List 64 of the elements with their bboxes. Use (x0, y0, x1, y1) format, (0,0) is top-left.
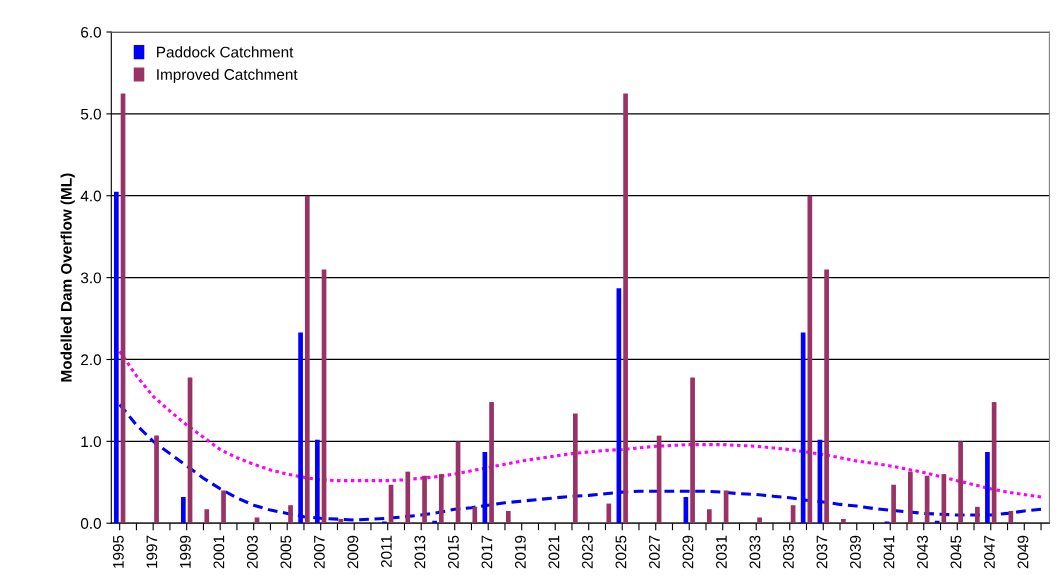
x-tick-label: 1997 (146, 535, 158, 568)
x-tick-label: 1999 (179, 535, 191, 568)
line-series (118, 349, 1043, 499)
x-tick-label: 1995 (112, 535, 124, 568)
bar (606, 503, 612, 524)
bar (422, 475, 427, 524)
x-tick-label: 2003 (246, 535, 258, 569)
bar (824, 269, 829, 524)
x-tick-label: 2029 (682, 535, 694, 569)
x-tick-label: 2035 (783, 535, 794, 569)
bar (489, 402, 494, 524)
bar (204, 509, 210, 524)
x-tick-label: 2023 (582, 535, 593, 569)
x-tick-label: 2031 (716, 535, 727, 569)
bar (757, 517, 762, 524)
bar (572, 413, 578, 524)
legend-label: Improved Catchment (157, 68, 298, 83)
x-tick-label: 2005 (280, 535, 292, 569)
bar (154, 435, 159, 524)
y-tick-label: 1.0 (81, 436, 101, 448)
bar (438, 474, 444, 524)
x-tick-label: 2033 (749, 535, 761, 569)
x-tick-label: 2021 (548, 535, 560, 569)
bar (288, 505, 293, 524)
bar (304, 195, 310, 524)
x-tick-label: 2025 (615, 535, 627, 569)
bar (891, 484, 896, 524)
bar (338, 519, 344, 524)
bar (841, 519, 846, 524)
x-tick-label: 2001 (213, 535, 225, 569)
bar (975, 506, 980, 524)
bar (221, 490, 226, 524)
y-axis-title: Modelled Dam Overflow (ML) (60, 173, 75, 382)
x-tick-label: 2039 (850, 535, 861, 569)
bar (472, 506, 478, 524)
y-tick-label: 5.0 (80, 108, 101, 120)
y-tick-label: 6.0 (81, 26, 101, 38)
x-tick-label: 2011 (380, 535, 392, 568)
legend-label: Paddock Catchment (157, 46, 294, 58)
bar (505, 510, 511, 524)
y-tick-label: 3.0 (80, 272, 101, 284)
y-tick-label: 2.0 (81, 354, 101, 366)
x-tick-label: 2017 (481, 535, 493, 569)
x-tick-label: 2041 (883, 535, 895, 569)
x-tick-label: 2013 (414, 535, 426, 569)
x-tick-label: 2009 (347, 535, 359, 569)
x-tick-label: 2049 (1017, 535, 1029, 569)
x-tick-label: 2045 (950, 535, 962, 569)
bar (706, 509, 712, 524)
bar (623, 93, 628, 524)
bar (180, 497, 186, 524)
x-tick-label: 2037 (816, 535, 828, 569)
x-tick-label: 2027 (649, 535, 660, 569)
bar (908, 471, 913, 524)
bar (690, 377, 695, 524)
y-tick-label: 0.0 (80, 518, 101, 529)
bar (958, 441, 963, 524)
x-tick-label: 2015 (447, 535, 459, 569)
x-tick-label: 2043 (917, 535, 928, 569)
x-tick-label: 2007 (313, 535, 325, 569)
bar (405, 471, 411, 524)
y-tick-label: 4.0 (80, 190, 101, 202)
x-tick-label: 2047 (984, 535, 995, 569)
x-tick-label: 2019 (515, 535, 526, 569)
